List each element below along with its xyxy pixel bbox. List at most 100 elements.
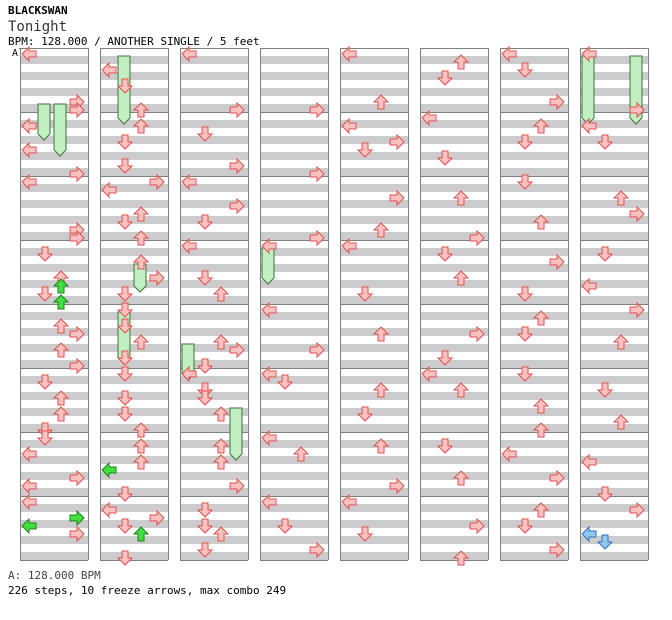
measure-stripe bbox=[421, 424, 488, 432]
down-arrow-icon bbox=[36, 430, 54, 446]
right-arrow-icon bbox=[309, 101, 325, 119]
measure-stripe bbox=[581, 264, 648, 272]
measure-stripe bbox=[181, 520, 248, 528]
measure-stripe bbox=[581, 232, 648, 240]
right-arrow-icon bbox=[469, 325, 485, 343]
right-arrow-icon bbox=[69, 509, 85, 527]
measure-stripe bbox=[501, 376, 568, 384]
measure-stripe bbox=[581, 344, 648, 352]
measure-stripe bbox=[581, 472, 648, 480]
measure-stripe bbox=[341, 552, 408, 560]
measure-stripe bbox=[101, 376, 168, 384]
measure-stripe bbox=[421, 520, 488, 528]
up-arrow-icon bbox=[52, 342, 70, 358]
measure-stripe bbox=[341, 184, 408, 192]
measure-stripe bbox=[181, 376, 248, 384]
measure-stripe bbox=[341, 232, 408, 240]
up-arrow-icon bbox=[212, 286, 230, 302]
right-arrow-icon bbox=[629, 101, 645, 119]
down-arrow-icon bbox=[596, 486, 614, 502]
down-arrow-icon bbox=[516, 174, 534, 190]
measure-stripe bbox=[341, 520, 408, 528]
measure-stripe bbox=[181, 504, 248, 512]
measure-stripe bbox=[21, 72, 88, 80]
measure-stripe bbox=[581, 536, 648, 544]
measure-stripe bbox=[341, 88, 408, 96]
measure-stripe bbox=[261, 136, 328, 144]
measure-stripe bbox=[501, 536, 568, 544]
measure-stripe bbox=[181, 536, 248, 544]
measure-stripe bbox=[101, 456, 168, 464]
measure-stripe bbox=[581, 184, 648, 192]
down-arrow-icon bbox=[356, 142, 374, 158]
measure-stripe bbox=[101, 200, 168, 208]
measure-stripe bbox=[501, 520, 568, 528]
up-arrow-icon bbox=[452, 270, 470, 286]
down-arrow-icon bbox=[36, 246, 54, 262]
measure-stripe bbox=[261, 296, 328, 304]
measure-stripe bbox=[421, 536, 488, 544]
measure-stripe bbox=[261, 312, 328, 320]
measure-stripe bbox=[181, 232, 248, 240]
measure-stripe bbox=[421, 504, 488, 512]
right-arrow-icon bbox=[69, 325, 85, 343]
measure-stripe bbox=[581, 120, 648, 128]
measure-stripe bbox=[581, 104, 648, 112]
measure-stripe bbox=[341, 536, 408, 544]
up-arrow-icon bbox=[372, 326, 390, 342]
up-arrow-icon bbox=[612, 414, 630, 430]
measure-stripe bbox=[261, 184, 328, 192]
down-arrow-icon bbox=[196, 270, 214, 286]
up-arrow-icon bbox=[292, 446, 310, 462]
up-arrow-icon bbox=[452, 54, 470, 70]
measure-stripe bbox=[101, 392, 168, 400]
right-arrow-icon bbox=[549, 93, 565, 111]
right-arrow-icon bbox=[69, 469, 85, 487]
measure-stripe bbox=[261, 328, 328, 336]
right-arrow-icon bbox=[309, 341, 325, 359]
measure-stripe bbox=[101, 552, 168, 560]
down-arrow-icon bbox=[116, 406, 134, 422]
measure-stripe bbox=[181, 104, 248, 112]
up-arrow-icon bbox=[132, 422, 150, 438]
measure-stripe bbox=[101, 344, 168, 352]
measure-stripe bbox=[581, 456, 648, 464]
down-arrow-icon bbox=[516, 518, 534, 534]
measure-stripe bbox=[581, 200, 648, 208]
measure-stripe bbox=[581, 552, 648, 560]
measure-stripe bbox=[341, 472, 408, 480]
measure-stripe bbox=[181, 328, 248, 336]
measure-stripe bbox=[421, 248, 488, 256]
measure-stripe bbox=[421, 184, 488, 192]
measure-stripe bbox=[181, 264, 248, 272]
left-arrow-icon bbox=[181, 365, 197, 383]
right-arrow-icon bbox=[549, 541, 565, 559]
left-arrow-icon bbox=[21, 141, 37, 159]
measure-stripe bbox=[181, 360, 248, 368]
measure-stripe bbox=[501, 344, 568, 352]
measure-stripe bbox=[21, 344, 88, 352]
right-arrow-icon bbox=[149, 269, 165, 287]
measure-stripe bbox=[261, 424, 328, 432]
measure-stripe bbox=[341, 312, 408, 320]
measure-stripe bbox=[501, 504, 568, 512]
bpm-segment-label: A bbox=[12, 48, 19, 59]
freeze-arrow bbox=[53, 103, 67, 157]
measure-stripe bbox=[101, 232, 168, 240]
down-arrow-icon bbox=[436, 438, 454, 454]
measure-stripe bbox=[501, 280, 568, 288]
measure-stripe bbox=[181, 152, 248, 160]
measure-stripe bbox=[181, 184, 248, 192]
artist-name: BLACKSWAN bbox=[8, 4, 68, 17]
down-arrow-icon bbox=[196, 542, 214, 558]
up-arrow-icon bbox=[132, 334, 150, 350]
right-arrow-icon bbox=[69, 101, 85, 119]
left-arrow-icon bbox=[581, 117, 597, 135]
down-arrow-icon bbox=[276, 518, 294, 534]
down-arrow-icon bbox=[116, 134, 134, 150]
down-arrow-icon bbox=[196, 390, 214, 406]
up-arrow-icon bbox=[532, 502, 550, 518]
measure-stripe bbox=[261, 264, 328, 272]
measure-stripe bbox=[181, 56, 248, 64]
up-arrow-icon bbox=[372, 438, 390, 454]
